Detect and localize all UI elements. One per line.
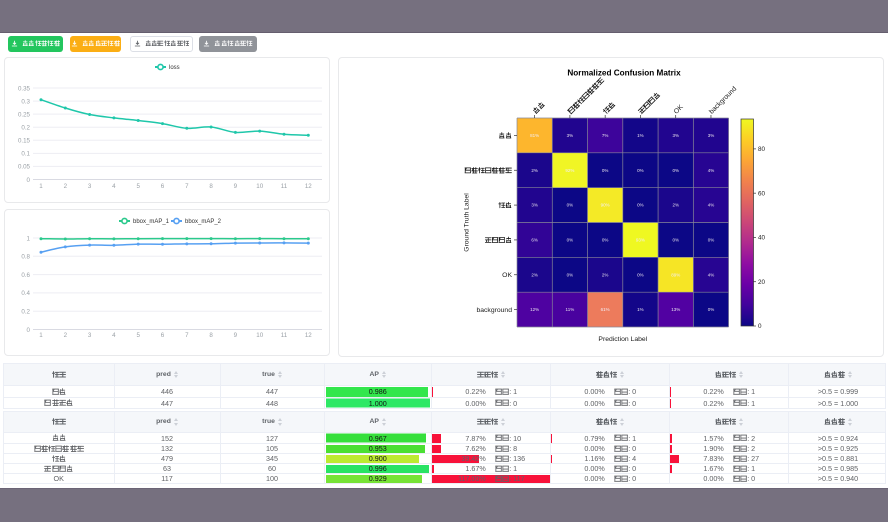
svg-text:61%: 61%: [601, 307, 610, 312]
svg-text:13%: 13%: [671, 307, 680, 312]
svg-text:0.25: 0.25: [18, 111, 31, 118]
svg-text:0%: 0%: [708, 238, 715, 243]
svg-text:0%: 0%: [637, 168, 644, 173]
svg-text:3%: 3%: [567, 133, 574, 138]
svg-text:10: 10: [256, 332, 263, 339]
svg-text:1%: 1%: [637, 133, 644, 138]
svg-text:0: 0: [758, 323, 762, 330]
svg-text:8: 8: [209, 332, 213, 339]
svg-text:12%: 12%: [530, 307, 539, 312]
svg-text:7: 7: [185, 332, 189, 339]
svg-text:0%: 0%: [637, 203, 644, 208]
svg-text:9: 9: [234, 183, 238, 190]
svg-text:0.6: 0.6: [21, 272, 30, 279]
svg-text:3: 3: [88, 332, 92, 339]
svg-text:6: 6: [161, 183, 165, 190]
svg-text:2: 2: [64, 183, 68, 190]
svg-text:4%: 4%: [708, 168, 715, 173]
svg-text:4: 4: [112, 332, 116, 339]
svg-text:81%: 81%: [530, 133, 539, 138]
svg-text:0%: 0%: [672, 168, 679, 173]
svg-text:11%: 11%: [566, 307, 575, 312]
svg-text:12: 12: [305, 183, 312, 190]
svg-text:3%: 3%: [708, 133, 715, 138]
svg-text:3%: 3%: [672, 133, 679, 138]
svg-text:7%: 7%: [602, 133, 609, 138]
svg-text:4%: 4%: [708, 203, 715, 208]
svg-text:60: 60: [758, 190, 766, 197]
svg-text:2: 2: [64, 332, 68, 339]
svg-text:11: 11: [281, 183, 288, 190]
svg-text:background: background: [476, 307, 512, 314]
svg-text:11: 11: [281, 332, 288, 339]
svg-text:0.1: 0.1: [21, 151, 30, 158]
svg-text:0%: 0%: [602, 168, 609, 173]
svg-text:loss: loss: [169, 65, 180, 71]
svg-text:0: 0: [27, 327, 31, 334]
svg-text:3%: 3%: [531, 203, 538, 208]
svg-text:0.4: 0.4: [21, 290, 30, 297]
svg-text:4: 4: [112, 183, 116, 190]
svg-text:0%: 0%: [567, 272, 574, 277]
svg-text:1: 1: [27, 235, 31, 242]
svg-text:4%: 4%: [708, 272, 715, 277]
svg-text:OK: OK: [502, 272, 512, 279]
svg-text:bbox_mAP_1: bbox_mAP_1: [133, 219, 170, 225]
svg-text:5: 5: [136, 183, 140, 190]
svg-text:3: 3: [88, 183, 92, 190]
svg-text:6: 6: [161, 332, 165, 339]
svg-text:0%: 0%: [708, 307, 715, 312]
svg-text:Prediction Label: Prediction Label: [598, 336, 647, 343]
svg-text:80: 80: [758, 146, 766, 153]
svg-text:Ground Truth Label: Ground Truth Label: [463, 193, 470, 252]
svg-text:bbox_mAP_2: bbox_mAP_2: [185, 219, 222, 225]
svg-text:2%: 2%: [672, 203, 679, 208]
svg-text:8: 8: [209, 183, 213, 190]
svg-text:9: 9: [234, 332, 238, 339]
svg-text:0.3: 0.3: [21, 98, 30, 105]
svg-text:0%: 0%: [602, 238, 609, 243]
svg-text:0%: 0%: [672, 238, 679, 243]
svg-text:40: 40: [758, 235, 766, 242]
svg-text:0: 0: [27, 177, 31, 184]
svg-text:0%: 0%: [567, 238, 574, 243]
svg-text:92%: 92%: [565, 168, 574, 173]
svg-text:0.35: 0.35: [18, 85, 31, 92]
svg-text:2%: 2%: [531, 168, 538, 173]
svg-text:2%: 2%: [602, 272, 609, 277]
svg-text:10: 10: [256, 183, 263, 190]
svg-text:89%: 89%: [671, 272, 680, 277]
svg-text:90%: 90%: [601, 203, 610, 208]
svg-text:0.2: 0.2: [21, 125, 30, 132]
svg-text:0.05: 0.05: [18, 164, 31, 171]
svg-text:0.8: 0.8: [21, 254, 30, 261]
svg-text:7: 7: [185, 183, 189, 190]
svg-text:20: 20: [758, 279, 766, 286]
svg-text:5: 5: [136, 332, 140, 339]
svg-text:0.2: 0.2: [21, 309, 30, 316]
svg-text:1: 1: [39, 332, 43, 339]
svg-text:OK: OK: [673, 103, 685, 115]
svg-text:2%: 2%: [531, 272, 538, 277]
svg-text:background: background: [708, 85, 738, 115]
svg-text:Normalized Confusion Matrix: Normalized Confusion Matrix: [567, 68, 681, 77]
svg-text:12: 12: [305, 332, 312, 339]
svg-text:93%: 93%: [636, 238, 645, 243]
svg-text:6%: 6%: [531, 238, 538, 243]
svg-text:0%: 0%: [567, 203, 574, 208]
svg-text:0.15: 0.15: [18, 138, 31, 145]
svg-text:1: 1: [39, 183, 43, 190]
svg-text:1%: 1%: [637, 307, 644, 312]
svg-text:0%: 0%: [637, 272, 644, 277]
